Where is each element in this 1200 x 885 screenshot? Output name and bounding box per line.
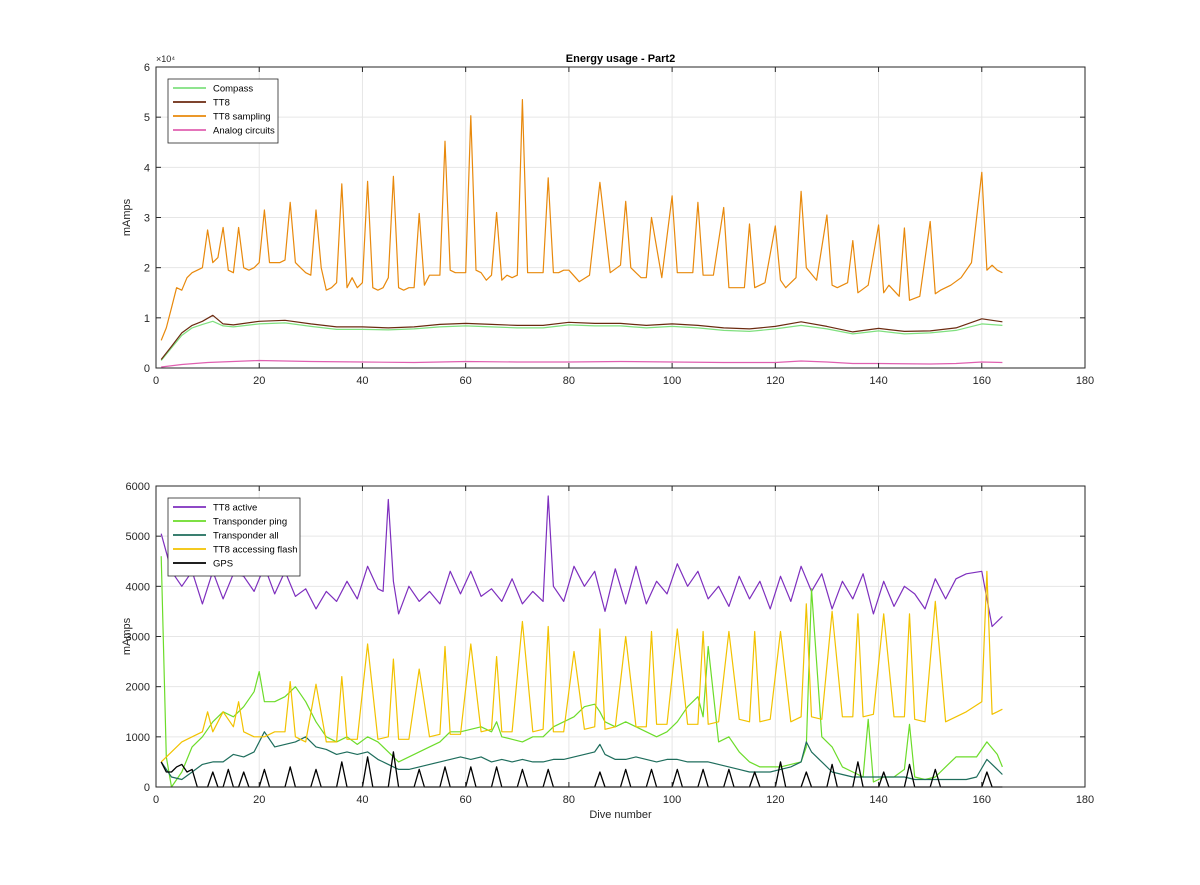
y-tick-label: 4000	[126, 581, 150, 593]
x-tick-label: 60	[460, 794, 472, 806]
y-tick-label: 1000	[126, 732, 150, 744]
series-line-1	[160, 556, 1003, 788]
series-line-3	[161, 359, 1003, 368]
x-tick-label: 40	[356, 375, 368, 387]
y-tick-label: 6	[144, 62, 150, 74]
x-tick-label: 0	[153, 375, 159, 387]
series-line-0	[160, 320, 1003, 361]
x-tick-label: 20	[253, 375, 265, 387]
x-tick-label: 20	[253, 794, 265, 806]
y-tick-label: 1	[144, 313, 150, 325]
legend-label-1: Transponder ping	[213, 517, 287, 528]
y-tick-label: 3000	[126, 632, 150, 644]
y-tick-label: 6000	[126, 481, 150, 493]
top-axes: 0 20 40 60 80 100 120 140 160 180 0 1 2 3 4 5 6 ×10⁴ Energ…	[121, 53, 1094, 387]
x-tick-label: 160	[973, 794, 991, 806]
legend-label-4: GPS	[213, 559, 233, 570]
series-line-3	[160, 570, 1003, 763]
x-tick-label: 80	[563, 794, 575, 806]
legend-box	[167, 78, 279, 144]
y-tick-label: 0	[144, 363, 150, 375]
bottom-axes: 0 20 40 60 80 100 120 140 160 180 0 1000 2000 3000 400…	[121, 481, 1094, 821]
series-line-2	[160, 731, 1003, 781]
x-tick-label: 120	[766, 375, 784, 387]
x-tick-label: 140	[869, 375, 887, 387]
chart-title: Energy usage - Part2	[566, 53, 675, 65]
y-tick-label: 2	[144, 263, 150, 275]
y-axis-label: mAmps	[121, 198, 133, 236]
legend-label-1: TT8	[213, 98, 230, 109]
legend-label-0: TT8 active	[213, 503, 257, 514]
x-tick-label: 80	[563, 375, 575, 387]
series-line-1	[160, 314, 1003, 360]
y-tick-label: 3	[144, 213, 150, 225]
legend-label-3: TT8 accessing flash	[213, 545, 297, 556]
x-tick-label: 180	[1076, 794, 1094, 806]
y-axis-label: mAmps	[121, 617, 133, 655]
y-exponent-label: ×10⁴	[156, 54, 175, 64]
legend-label-2: Transponder all	[213, 531, 279, 542]
y-tick-label: 0	[144, 782, 150, 794]
x-tick-label: 100	[663, 375, 681, 387]
x-tick-label: 120	[766, 794, 784, 806]
x-tick-label: 180	[1076, 375, 1094, 387]
legend-label-0: Compass	[213, 84, 253, 95]
x-tick-label: 40	[356, 794, 368, 806]
x-tick-label: 60	[460, 375, 472, 387]
y-tick-label: 5	[144, 112, 150, 124]
series-line-0	[160, 495, 1003, 628]
y-tick-label: 5000	[126, 531, 150, 543]
x-tick-label: 160	[973, 375, 991, 387]
x-tick-label: 0	[153, 794, 159, 806]
y-tick-label: 4	[144, 162, 150, 174]
x-axis-label: Dive number	[589, 809, 652, 821]
x-tick-label: 100	[663, 794, 681, 806]
x-tick-label: 140	[869, 794, 887, 806]
y-tick-label: 2000	[126, 682, 150, 694]
series-line-2	[160, 98, 1003, 341]
legend-label-3: Analog circuits	[213, 126, 275, 137]
legend-label-2: TT8 sampling	[213, 112, 271, 123]
